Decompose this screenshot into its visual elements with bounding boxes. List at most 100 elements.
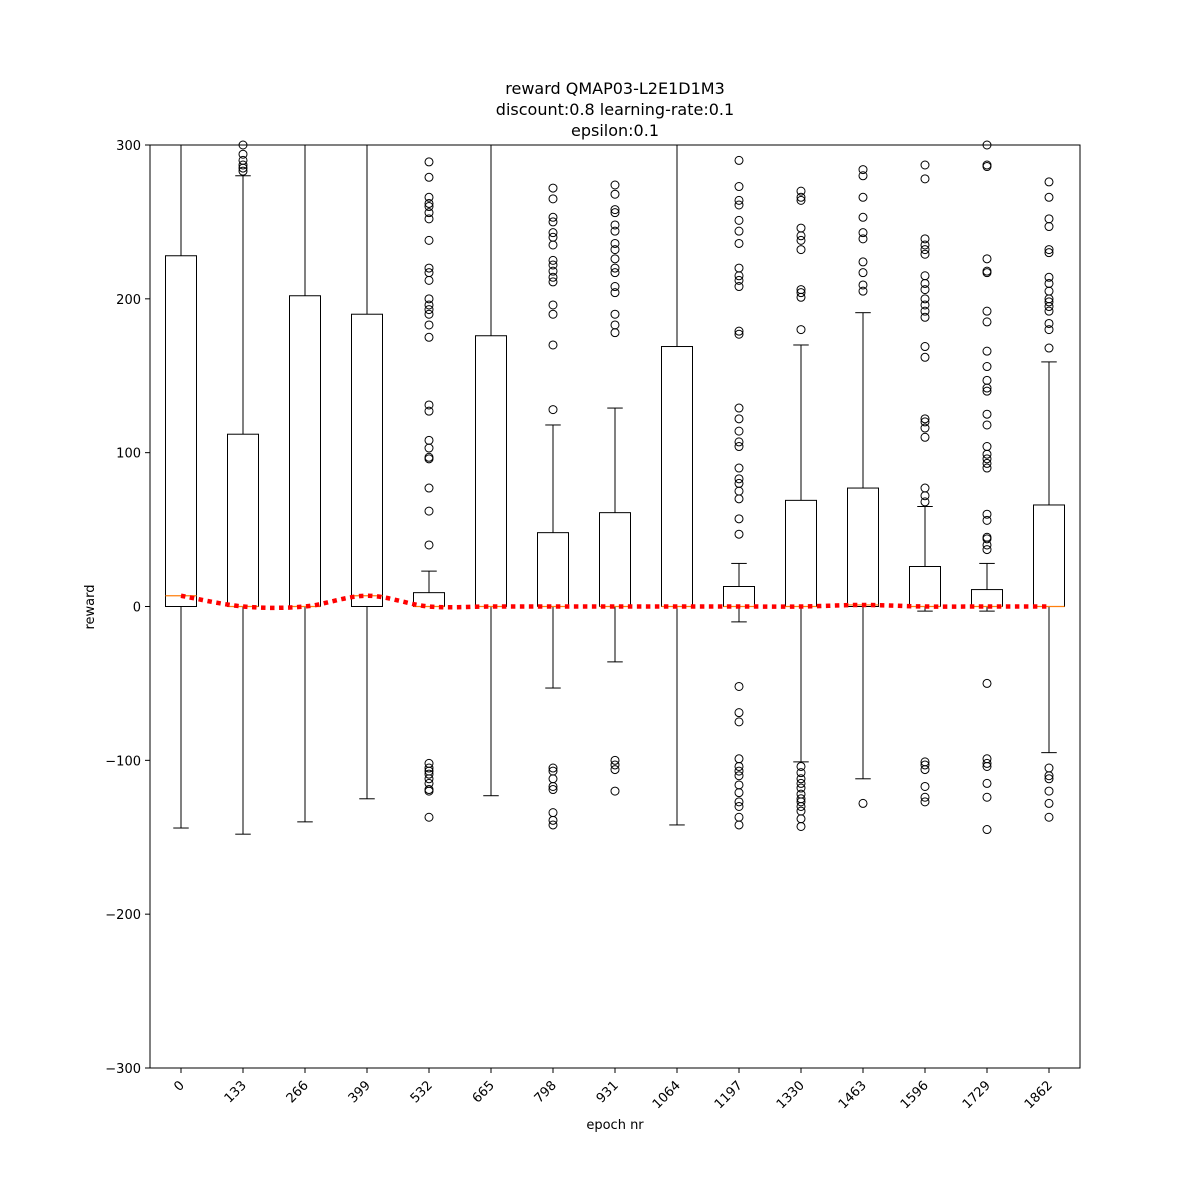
outlier-point <box>796 235 806 245</box>
outlier-point <box>1044 214 1054 224</box>
x-tick-label: 0 <box>171 1078 187 1094</box>
box-iqr <box>971 589 1003 607</box>
outlier-point <box>424 275 434 285</box>
outlier-point <box>982 454 992 464</box>
outlier-point <box>734 708 744 718</box>
outlier-point <box>1044 325 1054 335</box>
y-tick-label: −100 <box>105 754 141 769</box>
outlier-point <box>424 309 434 319</box>
outlier-point <box>610 220 620 230</box>
outlier-point <box>610 208 620 218</box>
outlier-point <box>548 763 558 773</box>
outlier-point <box>982 160 992 170</box>
box-iqr <box>165 255 197 607</box>
outlier-point <box>982 386 992 396</box>
x-tick-label: 1197 <box>712 1078 746 1112</box>
outlier-point <box>858 228 868 238</box>
outlier-point <box>1044 278 1054 288</box>
outlier-point <box>1044 798 1054 808</box>
outlier-point <box>734 403 744 413</box>
outlier-point <box>982 761 992 771</box>
box-iqr <box>599 512 631 608</box>
outlier-point <box>1044 771 1054 781</box>
outlier-point <box>858 192 868 202</box>
box-1596 <box>909 160 941 807</box>
y-tick-label: 200 <box>116 293 141 308</box>
x-tick-label: 665 <box>470 1078 498 1106</box>
outlier-point <box>734 717 744 727</box>
outlier-point <box>796 223 806 233</box>
outlier-point <box>982 754 992 764</box>
outlier-point <box>548 260 558 270</box>
outlier-point <box>424 769 434 779</box>
outlier-point <box>734 478 744 488</box>
box-iqr <box>475 335 507 607</box>
outlier-point <box>734 820 744 830</box>
y-tick-label: 100 <box>116 447 141 462</box>
outlier-point <box>1044 177 1054 187</box>
outlier-point <box>796 245 806 255</box>
outlier-point <box>548 820 558 830</box>
x-tick-label: 1463 <box>836 1078 870 1112</box>
plot-area <box>165 140 1065 835</box>
outlier-point <box>610 328 620 338</box>
outlier-point <box>796 783 806 793</box>
outlier-point <box>734 329 744 339</box>
outlier-point <box>858 268 868 278</box>
outlier-point <box>734 226 744 236</box>
x-tick-label: 931 <box>594 1078 622 1106</box>
y-axis-label: reward <box>83 584 98 629</box>
outlier-point <box>238 149 248 159</box>
outlier-point <box>982 409 992 419</box>
outlier-point <box>982 362 992 372</box>
outlier-point <box>424 763 434 773</box>
outlier-point <box>734 271 744 281</box>
x-axis: 0 133 266 399 532 665 798 931 1064 1197 1330 1463 15… <box>171 1068 1056 1112</box>
outlier-point <box>424 202 434 212</box>
outlier-point <box>238 166 248 176</box>
outlier-point <box>734 426 744 436</box>
outlier-point <box>548 232 558 242</box>
outlier-point <box>982 758 992 768</box>
outlier-point <box>734 326 744 336</box>
outlier-point <box>548 340 558 350</box>
y-tick-label: −200 <box>105 908 141 923</box>
outlier-point <box>982 509 992 519</box>
outlier-point <box>858 171 868 181</box>
outlier-point <box>734 215 744 225</box>
outlier-point <box>734 812 744 822</box>
box-iqr <box>537 532 569 607</box>
outlier-point <box>982 463 992 473</box>
outlier-point <box>548 272 558 282</box>
outlier-point <box>734 494 744 504</box>
y-tick-label: −300 <box>105 1062 141 1077</box>
outlier-point <box>734 238 744 248</box>
outlier-point <box>982 825 992 835</box>
outlier-point <box>548 785 558 795</box>
outlier-point <box>1044 774 1054 784</box>
outlier-point <box>796 231 806 241</box>
outlier-point <box>734 282 744 292</box>
outlier-point <box>610 320 620 330</box>
outlier-point <box>734 771 744 781</box>
outlier-point <box>920 483 930 493</box>
outlier-point <box>734 414 744 424</box>
outlier-point <box>610 765 620 775</box>
outlier-point <box>424 540 434 550</box>
outlier-point <box>796 761 806 771</box>
outlier-point <box>920 432 930 442</box>
box-1463 <box>847 165 879 808</box>
outlier-point <box>424 172 434 182</box>
outlier-point <box>610 263 620 273</box>
outlier-point <box>548 781 558 791</box>
outlier-point <box>982 792 992 802</box>
outlier-point <box>1044 306 1054 316</box>
outlier-point <box>548 808 558 818</box>
outlier-point <box>982 375 992 385</box>
box-iqr <box>847 487 879 608</box>
outlier-point <box>920 278 930 288</box>
box-1064 <box>661 145 693 826</box>
outlier-point <box>920 760 930 770</box>
outlier-point <box>858 798 868 808</box>
